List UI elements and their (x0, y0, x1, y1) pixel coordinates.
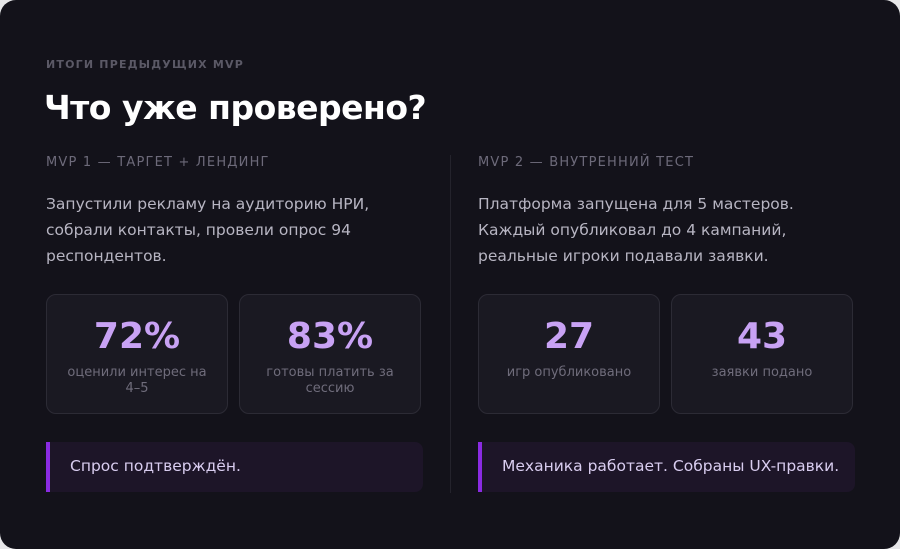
column-text: Запустили рекламу на аудиторию НРИ, собр… (46, 195, 370, 265)
stat-card: 83% готовы платить за сессию (239, 294, 421, 414)
stat-label: заявки подано (711, 365, 813, 380)
column: MVP 2 — ВНУТРЕННИЙ ТЕСТ Платформа запущен… (478, 155, 855, 492)
stat-value: 43 (736, 316, 788, 357)
stat-card: 43 заявки подано (671, 294, 853, 414)
stats-row: 72% оценили интерес на 4–5 83% готовы плати… (46, 294, 421, 414)
column-heading: MVP 1 — ТАРГЕТ + ЛЕНДИНГ (46, 155, 270, 170)
divider (450, 155, 451, 493)
column: MVP 1 — ТАРГЕТ + ЛЕНДИНГ Запустили реклам… (46, 155, 423, 492)
stat-value: 83% (286, 316, 374, 357)
conclusion-note: Спрос подтверждён. (46, 442, 423, 492)
stat-label: игр опубликовано (506, 365, 632, 380)
stat-label: готовы платить за сессию (266, 365, 394, 396)
column-heading: MVP 2 — ВНУТРЕННИЙ ТЕСТ (478, 155, 695, 170)
stat-label: оценили интерес на 4–5 (67, 365, 207, 396)
eyebrow: ИТОГИ ПРЕДЫДУЩИХ MVP (46, 58, 244, 71)
stat-card: 72% оценили интерес на 4–5 (46, 294, 228, 414)
stat-value: 72% (93, 316, 181, 357)
title: Что уже проверено? (44, 88, 427, 127)
stats-row: 27 игр опубликовано 43 заявки подано (478, 294, 853, 414)
conclusion-note: Механика работает. Собраны UX-правки. (478, 442, 855, 492)
stat-value: 27 (543, 316, 595, 357)
stat-card: 27 игр опубликовано (478, 294, 660, 414)
column-text: Платформа запущена для 5 мастеров. Кажды… (478, 195, 794, 265)
